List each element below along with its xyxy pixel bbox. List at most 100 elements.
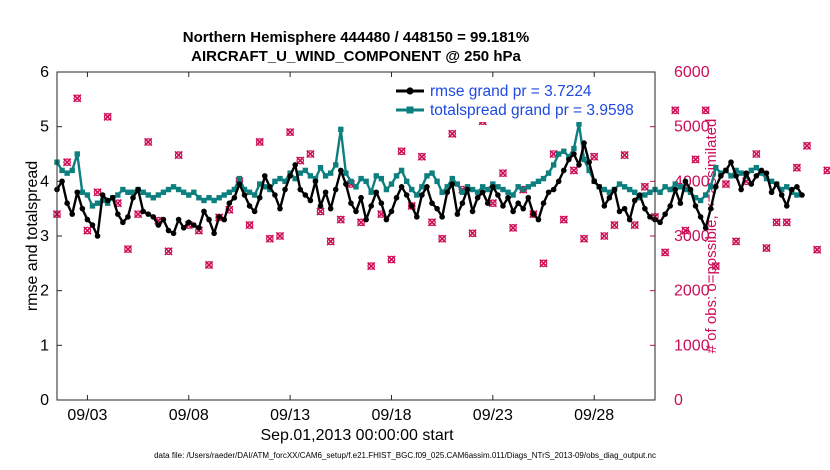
obs-assimilated-marker	[62, 158, 72, 167]
obs-possible-marker	[570, 166, 578, 175]
obs-possible-marker	[559, 215, 568, 224]
obs-assimilated-marker	[123, 244, 133, 254]
totalspread-point	[540, 175, 547, 182]
totalspread-point	[520, 186, 526, 193]
rmse-point	[307, 197, 314, 204]
rmse-point	[454, 211, 461, 217]
obs-possible-marker	[752, 150, 761, 158]
totalspread-point	[697, 197, 704, 204]
totalspread-point	[474, 189, 481, 195]
rmse-point	[794, 184, 800, 190]
rmse-point	[616, 208, 623, 215]
y-axis-label-left: rmse and totalspread	[24, 161, 41, 311]
obs-assimilated-marker	[427, 218, 437, 227]
rmse-point	[449, 181, 456, 187]
rmse-point	[586, 159, 592, 165]
obs-possible-marker	[144, 138, 153, 146]
totalspread-point	[702, 192, 709, 198]
rmse-point	[130, 194, 136, 201]
obs-possible-marker	[519, 185, 528, 194]
rmse-point	[495, 192, 501, 198]
rmse-point	[672, 186, 679, 193]
obs-possible-marker	[580, 234, 588, 243]
obs-assimilated-marker	[508, 223, 518, 232]
rmse-point	[373, 189, 380, 196]
rmse-point	[191, 222, 197, 228]
obs-possible-marker	[134, 210, 142, 218]
rmse-point	[611, 186, 618, 193]
rmse-line	[55, 141, 804, 238]
totalspread-point	[763, 175, 770, 182]
rmse-point	[109, 194, 116, 201]
totalspread-point	[130, 189, 136, 195]
rmse-point	[778, 192, 785, 198]
obs-assimilated-marker	[397, 147, 406, 156]
totalspread-point	[292, 175, 298, 182]
x-tick-label: 09/03	[67, 407, 107, 424]
totalspread-point	[784, 184, 790, 190]
legend: rmse grand pr = 3.7224 totalspread grand…	[392, 78, 644, 122]
totalspread-point	[682, 186, 689, 193]
rmse-point	[464, 186, 471, 193]
totalspread-point	[429, 170, 435, 176]
obs-assimilated-marker	[569, 166, 579, 175]
obs-possible-marker	[418, 152, 426, 161]
totalspread-point	[160, 189, 167, 195]
obs-assimilated-marker	[782, 218, 791, 227]
rmse-point	[175, 216, 182, 223]
obs-assimilated-marker	[144, 137, 153, 147]
totalspread-point	[262, 184, 268, 190]
obs-possible-marker	[407, 202, 416, 210]
totalspread-point	[84, 192, 91, 198]
totalspread-point	[145, 192, 151, 198]
obs-possible-marker	[286, 128, 294, 136]
plot-area	[57, 72, 655, 400]
rmse-point	[226, 200, 233, 206]
obs-possible-marker	[326, 237, 335, 246]
x-tick-label: 09/13	[270, 407, 310, 424]
obs-assimilated-marker	[731, 237, 741, 246]
obs-assimilated-marker	[255, 137, 264, 147]
totalspread-point	[353, 184, 359, 190]
obs-possible-marker	[600, 232, 609, 240]
rmse-point	[94, 233, 101, 239]
totalspread-point	[251, 192, 258, 198]
totalspread-point	[485, 186, 491, 193]
totalspread-point	[206, 195, 212, 201]
legend-box	[392, 78, 644, 122]
rmse-point	[591, 178, 597, 185]
totalspread-point	[79, 189, 86, 195]
obs-assimilated-marker	[752, 149, 761, 159]
totalspread-point	[576, 121, 582, 127]
rmse-point	[160, 216, 167, 223]
chart-title: Northern Hemisphere 444480 / 448150 = 99…	[183, 29, 529, 46]
obs-possible-marker	[255, 138, 264, 146]
obs-possible-marker	[762, 244, 771, 252]
rmse-point	[560, 167, 567, 174]
obs-assimilated-marker	[245, 220, 254, 230]
obs-possible-marker	[722, 180, 730, 188]
rmse-point	[702, 225, 709, 231]
obs-possible-marker	[661, 248, 669, 257]
obs-assimilated-marker	[437, 234, 447, 243]
obs-possible-marker	[367, 262, 376, 270]
series-rmse	[54, 140, 805, 239]
obs-assimilated-marker	[701, 106, 710, 115]
totalspread-point	[302, 167, 309, 174]
obs-assimilated-marker	[640, 182, 650, 191]
rmse-point	[596, 184, 603, 190]
rmse-point	[697, 214, 704, 220]
totalspread-point	[692, 195, 699, 201]
rmse-point	[545, 189, 552, 196]
rmse-point	[687, 186, 694, 193]
rmse-point	[631, 197, 638, 204]
obs-assimilated-marker	[488, 199, 497, 208]
totalspread-point	[778, 186, 785, 193]
totalspread-point	[419, 184, 425, 190]
rmse-point	[773, 181, 780, 187]
totalspread-point	[338, 126, 344, 133]
y-tick-label-left: 2	[40, 283, 49, 300]
y-tick-label-left: 4	[40, 173, 49, 190]
rmse-point	[221, 216, 228, 223]
